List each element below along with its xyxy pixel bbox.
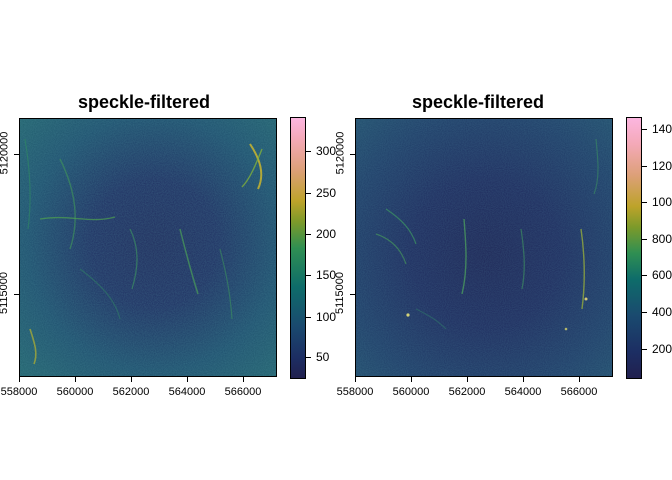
x-tick-label: 558000	[336, 386, 374, 398]
x-tick	[579, 377, 580, 382]
speckle-raster	[20, 119, 276, 376]
raster-image	[19, 118, 277, 377]
x-tick	[75, 377, 76, 382]
x-tick-label: 562000	[448, 386, 486, 398]
colorbar-tick	[642, 349, 647, 350]
y-tick-label: 5115000	[334, 271, 347, 315]
x-tick	[19, 377, 20, 382]
left-map-panel: speckle-filtered	[0, 92, 337, 398]
x-tick	[467, 377, 468, 382]
x-tick	[411, 377, 412, 382]
colorbar-tick	[642, 239, 647, 240]
x-tick-label: 566000	[560, 386, 598, 398]
right-map-panel: speckle-filtered	[334, 0, 672, 480]
plot-title: speckle-filtered	[78, 92, 211, 112]
colorbar-tick	[306, 357, 311, 358]
colorbar-tick	[306, 275, 311, 276]
x-tick-label: 562000	[112, 386, 150, 398]
colorbar-tick	[306, 317, 311, 318]
x-tick-label: 564000	[504, 386, 542, 398]
colorbar-label: 200	[652, 342, 672, 356]
raster-image	[355, 118, 613, 377]
colorbar-tick	[642, 202, 647, 203]
colorbar	[290, 117, 306, 379]
colorbar	[626, 117, 642, 379]
colorbar-tick	[306, 193, 311, 194]
x-tick-label: 564000	[168, 386, 206, 398]
x-tick	[523, 377, 524, 382]
colorbar-label: 400	[652, 305, 672, 319]
colorbar-tick	[642, 312, 647, 313]
colorbar-tick	[642, 275, 647, 276]
y-tick	[350, 154, 355, 155]
colorbar-tick	[642, 129, 647, 130]
y-tick-label: 5120000	[334, 131, 347, 175]
colorbar-label: 100	[316, 310, 337, 324]
colorbar-tick	[642, 166, 647, 167]
colorbar-label: 200	[316, 227, 337, 241]
y-tick-label: 5120000	[0, 131, 11, 175]
x-tick	[131, 377, 132, 382]
colorbar-label: 600	[652, 268, 672, 282]
colorbar-label: 100	[652, 195, 672, 209]
colorbar-tick	[306, 151, 311, 152]
colorbar-label: 50	[316, 350, 330, 364]
x-tick	[243, 377, 244, 382]
y-tick	[14, 154, 19, 155]
y-tick	[350, 294, 355, 295]
colorbar-label: 120	[652, 159, 672, 173]
x-tick-label: 560000	[56, 386, 94, 398]
plot-title: speckle-filtered	[412, 92, 545, 112]
x-tick	[187, 377, 188, 382]
x-tick	[355, 377, 356, 382]
colorbar-label: 150	[316, 268, 337, 282]
colorbar-label: 800	[652, 232, 672, 246]
colorbar-label: 250	[316, 186, 337, 200]
x-tick-label: 558000	[0, 386, 38, 398]
colorbar-label: 140	[652, 122, 672, 136]
x-tick-label: 560000	[392, 386, 430, 398]
y-tick	[14, 294, 19, 295]
x-tick-label: 566000	[224, 386, 262, 398]
speckle-raster	[356, 119, 612, 376]
colorbar-label: 300	[316, 144, 337, 158]
colorbar-tick	[306, 234, 311, 235]
y-tick-label: 5115000	[0, 271, 11, 315]
